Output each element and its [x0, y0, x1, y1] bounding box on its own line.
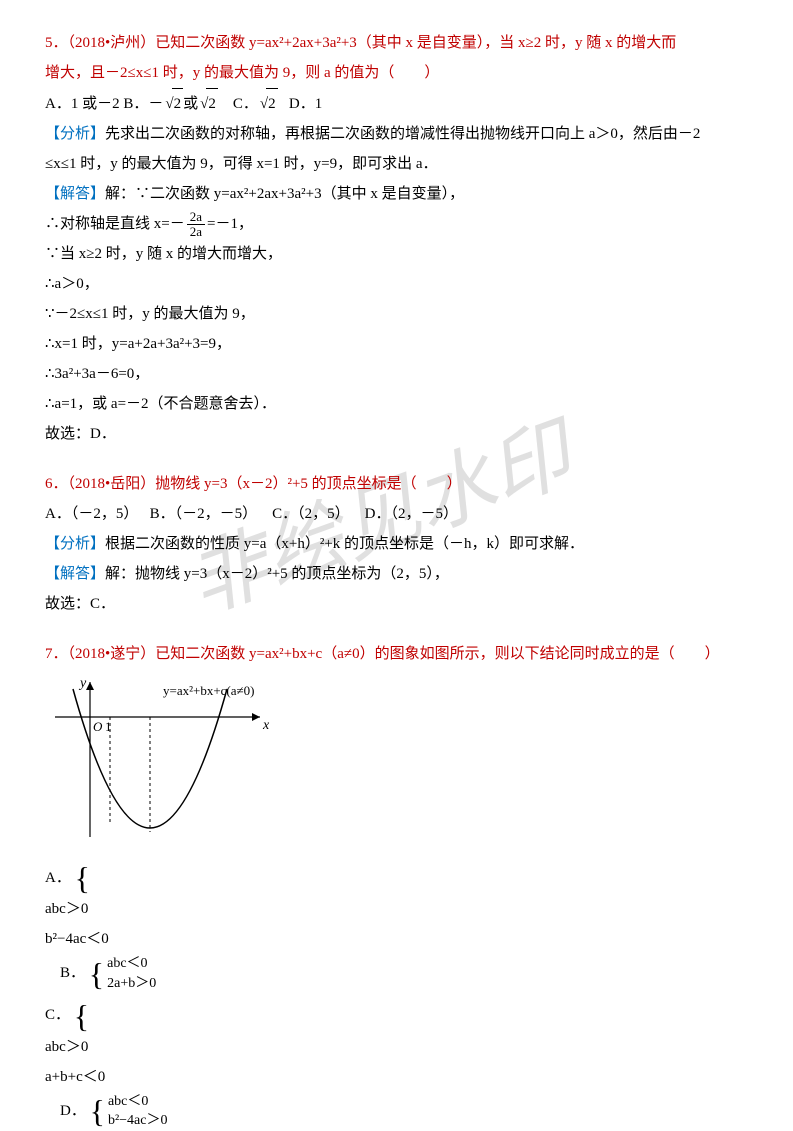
q7-option-c: C． {	[45, 1007, 92, 1023]
q5-stem-line1: 5．（2018•泸州）已知二次函数 y=ax²+2ax+3a²+3（其中 x 是…	[45, 28, 748, 58]
eqn-label: y=ax²+bx+c(a≠0)	[163, 683, 255, 698]
q6-option-c: C．（2，5）	[272, 506, 350, 522]
q5-analysis-line2: ≤x≤1 时，y 的最大值为 9，可得 x=1 时，y=9，即可求出 a．	[45, 149, 748, 179]
q5-solve-5: ∵－2≤x≤1 时，y 的最大值为 9，	[45, 299, 748, 329]
q5-stem-line2: 增大，且－2≤x≤1 时，y 的最大值为 9，则 a 的值为（ ）	[45, 58, 748, 88]
q6-solve-1: 【解答】解：抛物线 y=3（x－2）²+5 的顶点坐标为（2，5），	[45, 559, 748, 589]
q7-options-row1: A． {	[45, 862, 748, 894]
q5-solve-3: ∵当 x≥2 时，y 随 x 的增大而增大，	[45, 239, 748, 269]
q6-options: A．（－2，5） B．（－2，－5） C．（2，5） D．（2，－5）	[45, 499, 748, 529]
q5-option-d: D．1	[289, 96, 322, 112]
q5-option-c: C．2	[233, 96, 278, 112]
q7-option-b: B． {abc＜02a+b＞0	[60, 965, 156, 981]
q6-stem: 6．（2018•岳阳）抛物线 y=3（x－2）²+5 的顶点坐标是（ ）	[45, 469, 748, 499]
q7-stem: 7．（2018•遂宁）已知二次函数 y=ax²+bx+c（a≠0）的图象如图所示…	[45, 639, 748, 669]
q7-options-row2: C． {	[45, 1000, 748, 1032]
q5-analysis-line1: 【分析】先求出二次函数的对称轴，再根据二次函数的增减性得出抛物线开口向上 a＞0…	[45, 119, 748, 149]
q5-solve-4: ∴a＞0，	[45, 269, 748, 299]
q5-solve-7: ∴3a²+3a－6=0，	[45, 359, 748, 389]
q5-solve-9: 故选：D．	[45, 419, 748, 449]
q6-option-a: A．（－2，5）	[45, 506, 138, 522]
q5-solve-2: ∴对称轴是直线 x=－2a2a=－1，	[45, 209, 748, 239]
x-axis-label: x	[262, 718, 270, 733]
q7-graph: y x O 1 y=ax²+bx+c(a≠0)	[45, 677, 748, 858]
q5-option-b: B．－2或2	[123, 96, 221, 112]
q6-solve-2: 故选：C．	[45, 589, 748, 619]
q6-analysis: 【分析】根据二次函数的性质 y=a（x+h）²+k 的顶点坐标是（－h，k）即可…	[45, 529, 748, 559]
one-label: 1	[105, 719, 112, 734]
q6-option-b: B．（－2，－5）	[150, 506, 258, 522]
y-axis-label: y	[78, 677, 87, 691]
page-content: 5．（2018•泸州）已知二次函数 y=ax²+2ax+3a²+3（其中 x 是…	[45, 28, 748, 1131]
q7-option-a: A． {	[45, 870, 93, 886]
q5-solve-8: ∴a=1，或 a=－2（不合题意舍去）．	[45, 389, 748, 419]
q5-options: A．1 或－2 B．－2或2 C．2 D．1	[45, 88, 748, 119]
q6-option-d: D．（2，－5）	[365, 506, 458, 522]
origin-label: O	[93, 719, 103, 734]
q5-solve-6: ∴x=1 时，y=a+2a+3a²+3=9，	[45, 329, 748, 359]
q5-solve-1: 【解答】解：∵二次函数 y=ax²+2ax+3a²+3（其中 x 是自变量），	[45, 179, 748, 209]
q5-option-a: A．1 或－2	[45, 96, 120, 112]
q7-option-d: D． {abc＜0b²−4ac＞0	[60, 1103, 167, 1119]
